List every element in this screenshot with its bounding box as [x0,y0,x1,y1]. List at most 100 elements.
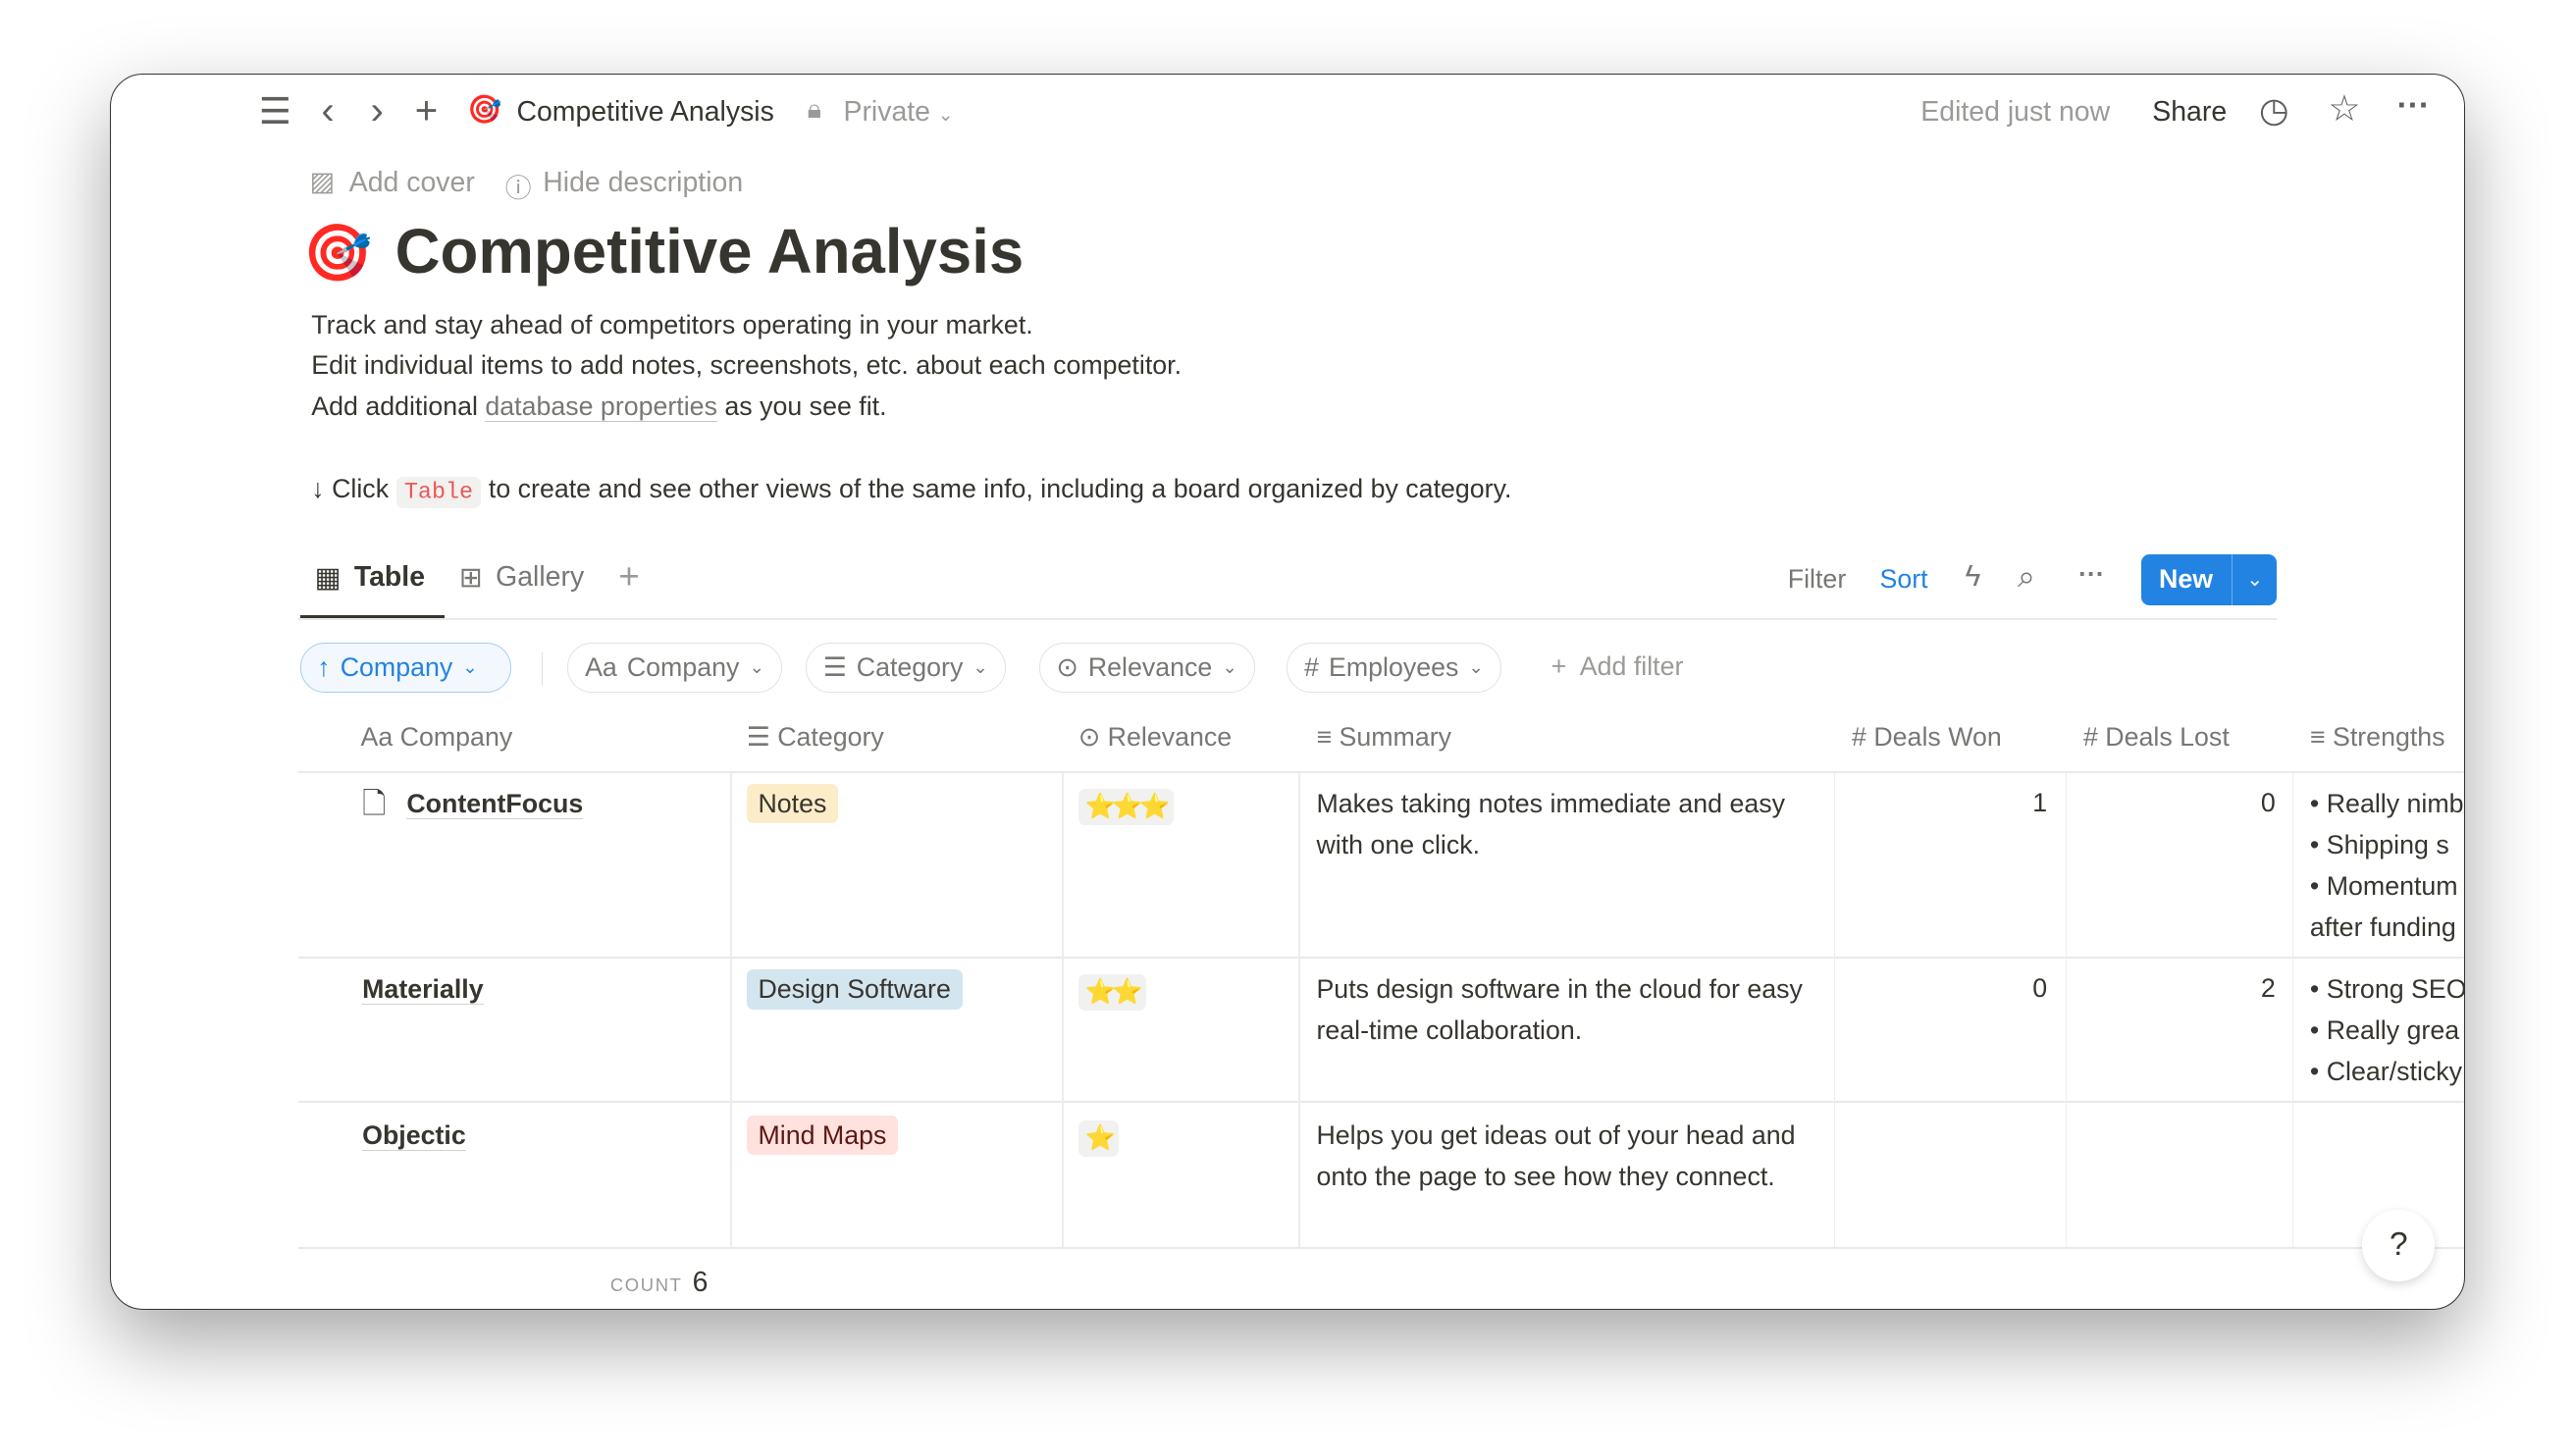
header-label: Category [777,721,884,752]
target-icon: 🎯 [467,94,502,127]
back-icon[interactable]: ‹ [321,88,335,133]
text: ↓ Click [311,473,396,503]
strength-item: • Really grea [2309,1015,2460,1046]
tab-label: Table [353,560,426,593]
chevron-down-icon: ⌄ [1468,656,1484,678]
history-clock-icon[interactable]: ◷ [2259,90,2289,130]
category-tag: Mind Maps [746,1116,899,1156]
automation-bolt-icon[interactable]: ϟ [1965,560,1981,594]
chevron-down-icon: ⌄ [1222,656,1237,678]
list-icon: ☰ [822,651,847,682]
strength-item: after funding [2309,911,2456,942]
column-header-summary[interactable]: ≡ Summary [1316,721,1452,752]
chip-label: Relevance [1087,651,1213,682]
count-value: 6 [692,1267,709,1299]
new-dropdown-chevron-icon[interactable]: ⌄ [2246,569,2264,592]
favorite-star-icon[interactable]: ☆ [2328,88,2361,130]
description-line-3: Add additional database properties as yo… [311,387,887,428]
category-tag: Design Software [746,969,963,1010]
strength-item: • Momentum [2309,870,2458,901]
deals-won: 1 [2032,787,2048,817]
header-label: Summary [1339,721,1452,752]
relevance-stars: ⭐ [1077,1119,1120,1157]
company-name[interactable]: Materially [362,974,484,1006]
strength-item: • Shipping s [2309,830,2449,860]
text: Add additional [311,391,486,422]
count-label: COUNT [609,1274,683,1296]
filter-chip-relevance[interactable]: ⊙ Relevance ⌄ [1038,643,1255,693]
header-label: Strengths [2332,721,2445,752]
tab-gallery[interactable]: ⊞ Gallery [459,561,584,595]
header-label: Company [399,721,513,752]
new-page-icon[interactable]: + [414,88,439,133]
strength-item: • Clear/sticky [2309,1057,2463,1087]
column-divider [1062,772,1064,1248]
count-footer[interactable]: COUNT 6 [610,1267,709,1299]
column-divider [1833,772,1836,1248]
more-icon[interactable]: ··· [2396,87,2431,125]
add-view-icon[interactable]: + [618,555,640,597]
more-options-icon[interactable]: ··· [2077,558,2105,589]
hide-description-button[interactable]: Hide description [543,167,744,198]
strength-item: • Really nimb [2309,789,2464,819]
chevron-down-icon: ⌄ [749,656,764,678]
page-title[interactable]: Competitive Analysis [394,217,1025,287]
column-header-category[interactable]: ☰ Category [746,721,884,752]
app-window: ☰ ‹ › + 🎯 Competitive Analysis 🔒︎ Privat… [110,74,2465,1311]
arrow-up-icon: ↑ [317,651,331,682]
share-button[interactable]: Share [2152,96,2228,129]
breadcrumb-title[interactable]: Competitive Analysis [516,96,774,129]
info-icon: ⓘ [504,174,532,203]
relevance-stars: ⭐⭐ [1077,974,1146,1011]
filter-button[interactable]: Filter [1787,563,1847,594]
company-name[interactable]: Objectic [362,1120,466,1152]
company-name[interactable]: ContentFocus [406,789,584,820]
chip-label: Employees [1328,651,1459,682]
row-divider [297,1101,2464,1103]
filter-chip-company[interactable]: Aa Company ⌄ [567,643,782,693]
search-icon[interactable]: ⌕ [2018,557,2035,594]
column-header-relevance[interactable]: ⊙ Relevance [1077,721,1233,752]
add-filter-button[interactable]: + Add filter [1551,651,1684,682]
page-document-icon: 🗋︎ [362,788,387,821]
privacy-dropdown[interactable]: Private ⌄ [843,96,954,129]
filter-chip-category[interactable]: ☰ Category ⌄ [805,643,1006,693]
column-divider [2065,772,2068,1248]
chevron-down-icon: ⌄ [462,656,478,678]
deals-lost: 0 [2260,787,2276,817]
edited-status: Edited just now [1920,96,2111,129]
deals-won: 0 [2032,972,2048,1003]
summary: Makes taking notes immediate and easy wi… [1316,789,1786,860]
number-icon: # [1304,651,1319,682]
add-cover-button[interactable]: Add cover [348,167,475,198]
divider [297,618,2278,620]
page-icon-target[interactable]: 🎯 [302,221,373,285]
column-header-deals-lost[interactable]: # Deals Lost [2082,721,2230,752]
menu-icon[interactable]: ☰ [258,91,291,132]
summary: Puts design software in the cloud for ea… [1316,974,1803,1046]
column-divider [730,772,732,1248]
strengths: • Strong SEO • Really grea • Clear/stick… [2309,969,2464,1093]
tab-table[interactable]: ▦ Table [315,561,425,595]
privacy-label: Private [843,96,930,129]
plus-icon: + [1550,650,1567,681]
database-properties-link[interactable]: database properties [485,391,717,423]
column-header-deals-won[interactable]: # Deals Won [1852,721,2002,752]
add-filter-label: Add filter [1579,650,1684,681]
lock-icon: 🔒︎ [807,94,821,125]
text: as you see fit. [716,391,887,422]
relevance-stars: ⭐⭐⭐ [1077,788,1174,825]
sort-button[interactable]: Sort [1879,563,1928,594]
forward-icon[interactable]: › [370,88,384,133]
new-button[interactable]: New ⌄ [2140,553,2278,605]
column-header-company[interactable]: Aa Company [360,721,513,752]
column-header-strengths[interactable]: ≡ Strengths [2309,721,2445,752]
tab-label: Gallery [496,560,585,593]
divider [2231,553,2233,605]
filter-chip-employees[interactable]: # Employees ⌄ [1287,643,1501,693]
chip-label: Company [626,651,740,682]
hint-line: ↓ Click Table to create and see other vi… [311,469,1511,514]
help-button[interactable]: ? [2362,1209,2436,1282]
sort-chip[interactable]: ↑ Company ⌄ [299,643,512,693]
chevron-down-icon: ⌄ [972,656,988,678]
